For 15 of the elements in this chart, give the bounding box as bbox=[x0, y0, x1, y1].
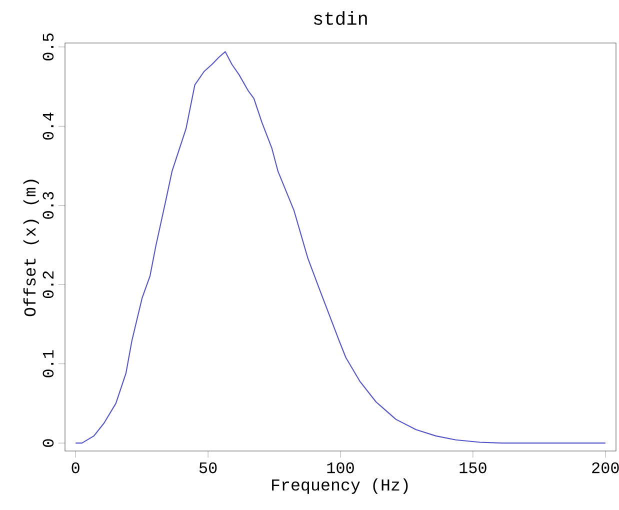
y-tick-label: 0.5 bbox=[42, 34, 54, 60]
y-tick-label: 0.1 bbox=[42, 350, 54, 378]
y-tick-label: 0.3 bbox=[42, 192, 54, 219]
y-tick-label: 0.2 bbox=[42, 271, 54, 298]
x-tick-label: 150 bbox=[460, 462, 486, 474]
y-tick-label: 0.4 bbox=[42, 112, 54, 140]
x-axis-title: Frequency (Hz) bbox=[272, 478, 408, 494]
x-tick-label: 100 bbox=[327, 462, 354, 474]
x-tick-label: 200 bbox=[592, 462, 619, 474]
line-series bbox=[75, 51, 606, 444]
chart-title: stdin bbox=[314, 11, 367, 25]
x-tick-label: 50 bbox=[199, 462, 217, 474]
y-tick-label: 0 bbox=[42, 439, 54, 447]
x-tick-label: 0 bbox=[72, 462, 80, 474]
y-axis-title: Offset (x) (m) bbox=[23, 180, 39, 316]
